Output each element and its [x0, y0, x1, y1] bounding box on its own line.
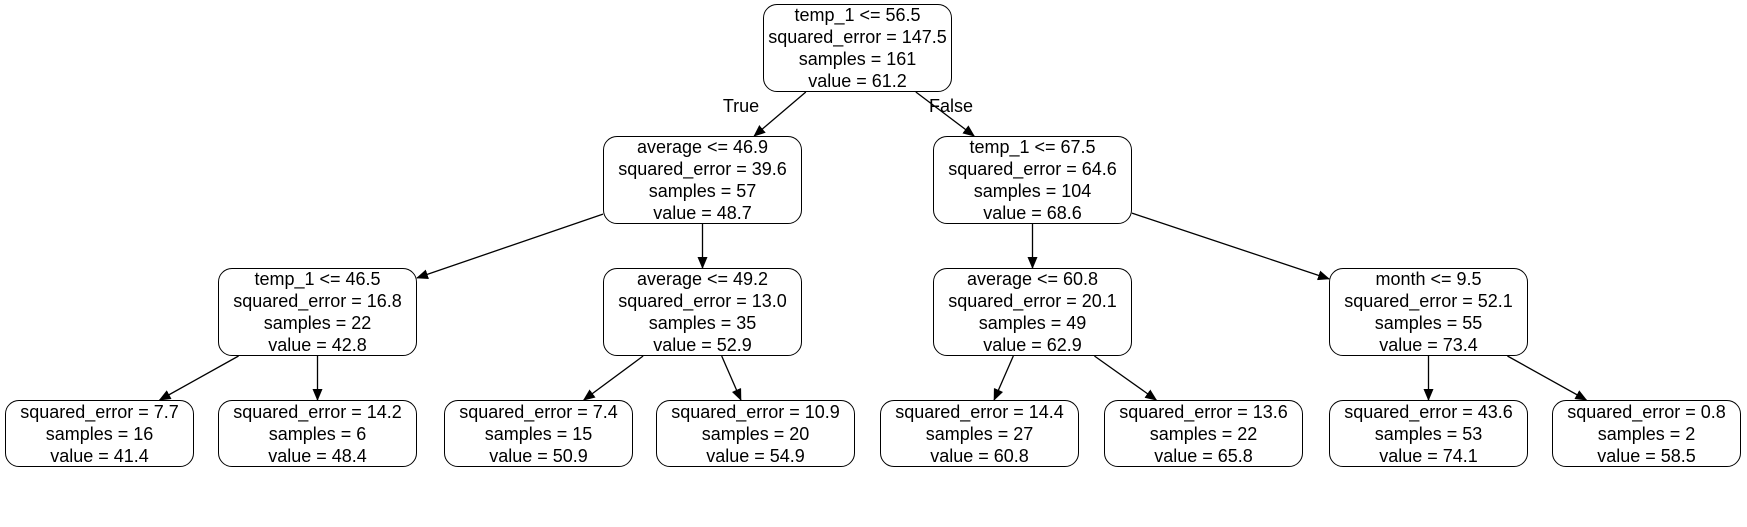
node-line: samples = 22	[263, 313, 372, 333]
edge-n3-n7	[158, 355, 239, 401]
leaf-node-n13: squared_error = 43.6 samples = 53 value = …	[1329, 400, 1528, 467]
node-line: squared_error = 13.0	[618, 291, 787, 311]
node-line: samples = 6	[268, 423, 367, 444]
leaf-node-n8: squared_error = 14.2 samples = 6 value = 4…	[218, 400, 417, 467]
node-line: squared_error = 14.2	[233, 401, 402, 422]
node-line: samples = 53	[1374, 423, 1483, 444]
node-line: squared_error = 13.6	[1119, 401, 1288, 422]
node-line: samples = 27	[925, 423, 1034, 444]
edge-label-false: False	[928, 96, 974, 116]
node-line: value = 58.5	[1597, 445, 1696, 466]
node-line: value = 61.2	[808, 71, 907, 91]
node-line: squared_error = 52.1	[1344, 291, 1513, 311]
edge-n4-n9	[582, 355, 644, 401]
node-line: squared_error = 10.9	[671, 401, 840, 422]
node-line: squared_error = 147.5	[768, 27, 947, 47]
node-line: squared_error = 64.6	[948, 159, 1117, 179]
node-line: month <= 9.5	[1375, 269, 1482, 289]
edge-n6-n14	[1507, 355, 1588, 401]
edge-n0-n1	[753, 91, 807, 137]
edge-n0-n2	[915, 91, 975, 137]
split-node-n6: month <= 9.5 squared_error = 52.1 samples …	[1329, 268, 1528, 356]
leaf-node-n10: squared_error = 10.9 samples = 20 value = …	[656, 400, 855, 467]
edge-label-true: True	[722, 96, 760, 116]
node-line: value = 54.9	[706, 445, 805, 466]
leaf-node-n7: squared_error = 7.7 samples = 16 value = 4…	[5, 400, 194, 467]
node-line: squared_error = 43.6	[1344, 401, 1513, 422]
edge-n1-n3	[416, 213, 604, 280]
leaf-node-n9: squared_error = 7.4 samples = 15 value = 5…	[444, 400, 633, 467]
node-line: value = 48.4	[268, 445, 367, 466]
node-line: squared_error = 7.4	[459, 401, 618, 422]
edge-n2-n6	[1131, 212, 1330, 281]
node-line: samples = 49	[978, 313, 1087, 333]
node-line: value = 41.4	[50, 445, 149, 466]
split-node-n1: average <= 46.9 squared_error = 39.6 sampl…	[603, 136, 802, 224]
node-line: samples = 57	[648, 181, 757, 201]
split-node-n3: temp_1 <= 46.5 squared_error = 16.8 sample…	[218, 268, 417, 356]
node-line: value = 62.9	[983, 335, 1082, 355]
node-line: temp_1 <= 46.5	[254, 269, 381, 289]
leaf-node-n14: squared_error = 0.8 samples = 2 value = 58…	[1552, 400, 1741, 467]
node-line: squared_error = 7.7	[20, 401, 179, 422]
node-line: value = 42.8	[268, 335, 367, 355]
node-line: value = 65.8	[1154, 445, 1253, 466]
node-line: average <= 49.2	[636, 269, 769, 289]
leaf-node-n12: squared_error = 13.6 samples = 22 value = …	[1104, 400, 1303, 467]
node-line: squared_error = 20.1	[948, 291, 1117, 311]
split-node-n4: average <= 49.2 squared_error = 13.0 sampl…	[603, 268, 802, 356]
node-line: samples = 161	[798, 49, 917, 69]
edge-n4-n10	[721, 355, 742, 401]
node-line: samples = 2	[1597, 423, 1696, 444]
node-line: value = 68.6	[983, 203, 1082, 223]
split-node-n0: temp_1 <= 56.5 squared_error = 147.5 sampl…	[763, 4, 952, 92]
node-line: samples = 15	[484, 423, 593, 444]
node-line: value = 50.9	[489, 445, 588, 466]
node-line: samples = 35	[648, 313, 757, 333]
node-line: samples = 55	[1374, 313, 1483, 333]
node-line: samples = 16	[45, 423, 154, 444]
node-line: samples = 20	[701, 423, 810, 444]
split-node-n5: average <= 60.8 squared_error = 20.1 sampl…	[933, 268, 1132, 356]
node-line: samples = 104	[973, 181, 1092, 201]
node-line: value = 60.8	[930, 445, 1029, 466]
edge-n5-n11	[993, 355, 1014, 401]
node-line: value = 74.1	[1379, 445, 1478, 466]
node-line: temp_1 <= 67.5	[969, 137, 1096, 157]
node-line: value = 48.7	[653, 203, 752, 223]
node-line: average <= 46.9	[636, 137, 769, 157]
node-line: samples = 22	[1149, 423, 1258, 444]
node-line: squared_error = 16.8	[233, 291, 402, 311]
node-line: value = 73.4	[1379, 335, 1478, 355]
node-line: average <= 60.8	[966, 269, 1099, 289]
node-line: squared_error = 14.4	[895, 401, 1064, 422]
node-line: squared_error = 0.8	[1567, 401, 1726, 422]
edge-n5-n12	[1094, 355, 1158, 401]
node-line: value = 52.9	[653, 335, 752, 355]
leaf-node-n11: squared_error = 14.4 samples = 27 value = …	[880, 400, 1079, 467]
node-line: temp_1 <= 56.5	[794, 5, 921, 25]
node-line: squared_error = 39.6	[618, 159, 787, 179]
split-node-n2: temp_1 <= 67.5 squared_error = 64.6 sample…	[933, 136, 1132, 224]
